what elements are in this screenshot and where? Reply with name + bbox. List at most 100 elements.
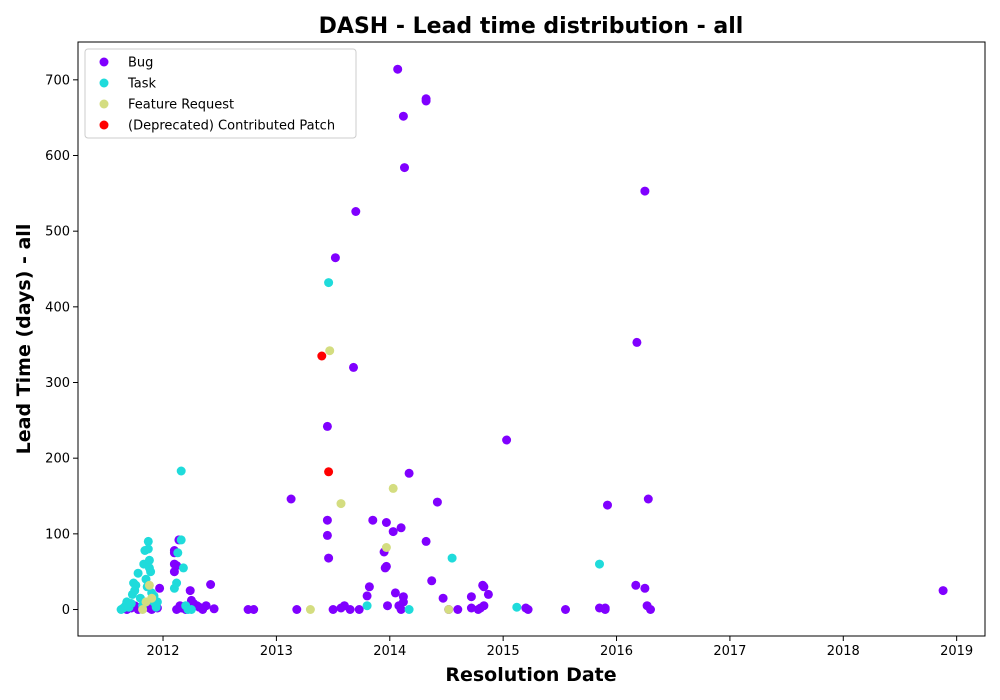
data-point-series-1: [176, 535, 186, 545]
data-point-series-1: [178, 563, 188, 573]
data-point-series-1: [126, 599, 136, 608]
data-point-series-0: [640, 583, 650, 593]
data-point-series-0: [603, 500, 612, 510]
data-point-series-0: [351, 207, 361, 216]
data-point-series-0: [421, 96, 431, 106]
x-tick-label: 2014: [373, 644, 406, 659]
y-tick-label: 700: [45, 73, 70, 88]
data-point-series-0: [330, 253, 340, 263]
data-point-series-0: [438, 593, 448, 603]
data-point-series-1: [595, 559, 604, 569]
data-point-series-0: [368, 515, 378, 525]
data-point-series-0: [390, 588, 400, 598]
data-point-series-0: [640, 186, 650, 196]
legend: Bug Task Feature Request (Deprecated) Contr…: [84, 48, 357, 139]
data-point-series-0: [483, 589, 493, 599]
x-tick-label: 2015: [487, 644, 520, 659]
data-point-series-0: [381, 518, 391, 527]
y-tick-label: 0: [62, 603, 70, 618]
data-point-series-0: [479, 601, 489, 611]
y-tick-label: 400: [45, 300, 70, 315]
data-point-series-0: [453, 605, 463, 614]
data-point-series-0: [328, 605, 338, 614]
data-point-series-2: [444, 605, 454, 614]
legend-box: [84, 48, 357, 139]
data-point-series-1: [362, 601, 372, 611]
y-axis: 0 100 200 300 400 500 600 700: [45, 73, 78, 618]
data-point-series-2: [388, 483, 398, 493]
legend-label: (Deprecated) Contributed Patch: [128, 119, 335, 134]
legend-items: Bug Task Feature Request (Deprecated) Contr…: [99, 56, 335, 134]
plot-frame: [77, 41, 986, 637]
data-point-series-0: [324, 553, 334, 563]
points-layer: [116, 64, 948, 614]
data-point-series-1: [404, 605, 414, 614]
y-tick-label: 500: [45, 225, 70, 240]
x-tick-label: 2012: [146, 644, 179, 659]
y-axis-label: Lead Time (days) - all: [13, 224, 35, 455]
data-point-series-1: [143, 536, 153, 546]
data-point-series-0: [396, 605, 406, 614]
data-point-series-1: [512, 602, 522, 612]
legend-label: Task: [127, 77, 157, 92]
data-point-series-0: [466, 603, 476, 613]
data-point-series-0: [938, 586, 948, 596]
data-point-series-2: [305, 605, 315, 614]
data-point-series-0: [349, 362, 358, 372]
data-point-series-0: [381, 561, 391, 571]
data-point-series-0: [388, 527, 398, 537]
x-tick-label: 2013: [260, 644, 293, 659]
data-point-series-0: [185, 586, 195, 596]
data-point-series-0: [292, 605, 302, 614]
x-axis-label: Resolution Date: [445, 664, 616, 686]
data-point-series-0: [466, 592, 476, 602]
legend-marker: [99, 120, 109, 130]
data-point-series-0: [345, 605, 355, 614]
data-point-series-1: [173, 548, 183, 558]
y-tick-label: 300: [45, 376, 70, 391]
data-point-series-0: [404, 468, 414, 478]
data-point-series-0: [561, 605, 570, 614]
data-point-series-0: [286, 494, 296, 504]
data-point-series-0: [600, 603, 610, 613]
data-point-series-0: [632, 337, 642, 347]
data-point-series-0: [364, 582, 374, 592]
data-point-series-0: [322, 515, 332, 525]
data-point-series-0: [398, 111, 408, 121]
y-tick-label: 200: [45, 452, 70, 467]
data-point-series-1: [172, 578, 182, 588]
data-point-series-0: [322, 421, 332, 431]
data-point-series-1: [447, 553, 457, 563]
data-point-series-0: [398, 597, 408, 607]
data-point-series-1: [143, 544, 153, 554]
data-point-series-1: [186, 605, 196, 614]
data-point-series-0: [155, 583, 165, 593]
data-point-series-1: [133, 568, 143, 578]
data-point-series-0: [393, 64, 403, 74]
data-point-series-0: [209, 604, 219, 614]
x-tick-label: 2017: [713, 644, 746, 659]
data-point-series-0: [502, 435, 512, 445]
data-point-series-0: [646, 605, 655, 614]
data-point-series-0: [322, 530, 332, 540]
data-point-series-0: [206, 580, 216, 589]
chart-title: DASH - Lead time distribution - all: [319, 14, 744, 39]
data-point-series-0: [427, 576, 437, 586]
legend-marker: [99, 57, 109, 67]
data-point-series-0: [523, 605, 533, 614]
data-point-series-2: [144, 580, 154, 590]
data-point-series-3: [324, 467, 334, 477]
legend-marker: [99, 78, 109, 88]
data-point-series-3: [317, 351, 327, 361]
data-point-series-1: [176, 466, 186, 476]
legend-label: Bug: [128, 56, 153, 71]
data-point-series-0: [631, 580, 641, 590]
x-axis: 2012 2013 2014 2015 2016 2017 2018 2019: [146, 636, 973, 659]
data-point-series-0: [383, 601, 392, 611]
data-point-series-2: [138, 605, 148, 614]
data-point-series-0: [249, 605, 259, 614]
data-point-series-0: [479, 582, 489, 592]
y-tick-label: 600: [45, 149, 70, 164]
x-tick-label: 2019: [940, 644, 973, 659]
data-point-series-0: [643, 494, 653, 504]
